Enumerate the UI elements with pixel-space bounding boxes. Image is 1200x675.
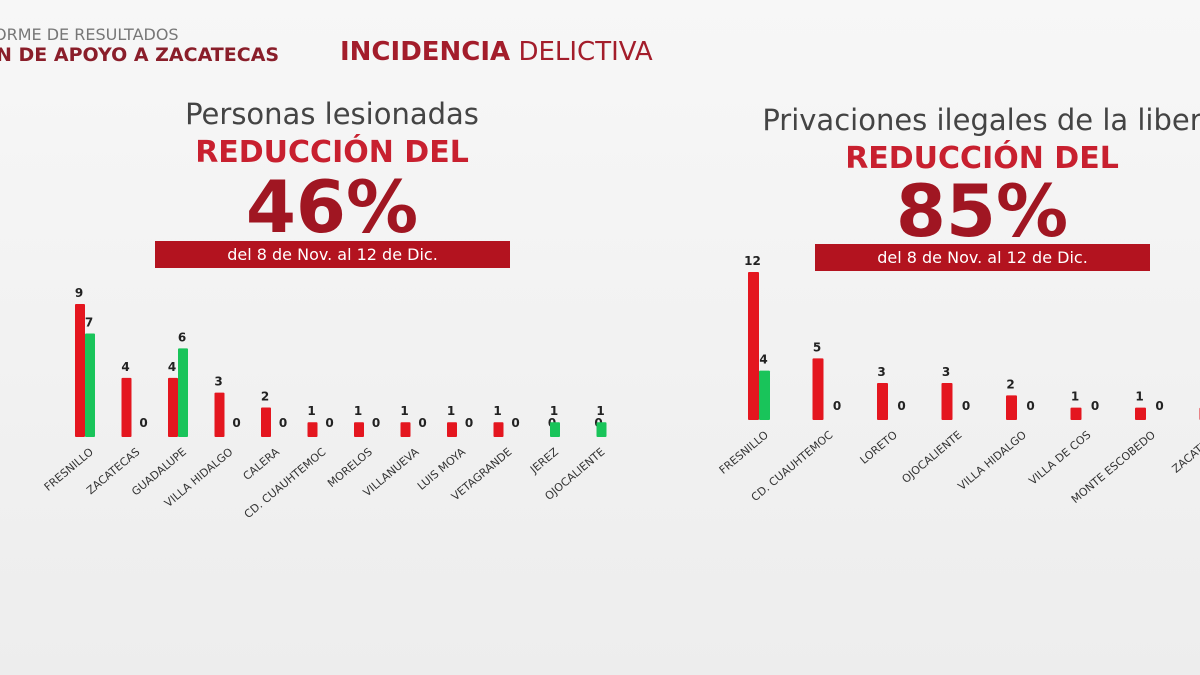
data-label: 4 (121, 360, 129, 374)
data-label: 1 (1135, 390, 1143, 404)
category-label: CD. CUAUHTEMOC (242, 445, 329, 521)
bar (759, 370, 770, 420)
bar (877, 383, 888, 420)
bar (1006, 395, 1017, 420)
category-label: VILLA DE COS (1026, 428, 1093, 487)
bar (493, 422, 504, 437)
bar (400, 422, 411, 437)
bar (447, 422, 457, 437)
data-label: 0 (418, 416, 426, 430)
data-label: 1 (550, 404, 558, 418)
data-label: 7 (85, 316, 93, 330)
bar (85, 333, 95, 437)
bar (168, 377, 178, 437)
data-label: 12 (744, 254, 761, 268)
category-label: LORETO (858, 428, 901, 467)
chart-title: Privaciones ilegales de la liber (762, 103, 1200, 137)
bar (75, 304, 85, 437)
bar (596, 422, 607, 437)
chart-title: Personas lesionadas (185, 97, 479, 131)
bar (812, 358, 824, 420)
category-label: OJOCALIENTE (899, 428, 964, 486)
data-label: 0 (511, 416, 519, 430)
period: del 8 de Nov. al 12 de Dic. (227, 245, 438, 264)
bar (261, 407, 271, 437)
bar (550, 422, 560, 437)
period-banner (815, 244, 1150, 271)
data-label: 1 (307, 404, 315, 418)
data-label: 0 (962, 399, 970, 413)
data-label: 3 (942, 365, 950, 379)
bar (748, 272, 759, 420)
section-title: INCIDENCIA DELICTIVA (340, 37, 653, 67)
bar (354, 422, 364, 437)
data-label: 5 (813, 340, 821, 354)
chart-subtitle: REDUCCIÓN DEL (195, 133, 469, 170)
data-label: 2 (261, 389, 269, 403)
bar (178, 348, 188, 437)
data-label: 3 (214, 375, 222, 389)
data-label: 1 (400, 404, 408, 418)
data-label: 0 (279, 416, 287, 430)
bar (941, 383, 953, 420)
data-label: 1 (493, 404, 501, 418)
data-label: 0 (232, 416, 240, 430)
bar (1070, 407, 1082, 420)
category-label: FRESNILLO (717, 428, 772, 477)
data-label: 3 (877, 365, 885, 379)
period: del 8 de Nov. al 12 de Dic. (877, 248, 1088, 267)
bar (121, 377, 132, 437)
data-label: 4 (168, 360, 176, 374)
data-label: 0 (1091, 399, 1099, 413)
data-label: 0 (1155, 399, 1163, 413)
headline: 85% (896, 169, 1068, 253)
section-light: DELICTIVA (518, 37, 652, 67)
category-label: CALERA (241, 445, 283, 483)
bar (214, 392, 225, 437)
chart-subtitle: REDUCCIÓN DEL (845, 139, 1119, 176)
category-label: JEREZ (527, 445, 561, 477)
data-label: 1 (447, 404, 455, 418)
bar (1135, 407, 1146, 420)
bar (307, 422, 318, 437)
period-banner (155, 241, 510, 268)
category-label: ZACATECA (1170, 428, 1200, 476)
data-label: 0 (897, 399, 905, 413)
data-label: 1 (596, 404, 604, 418)
data-label: 9 (75, 286, 83, 300)
data-label: 0 (465, 416, 473, 430)
data-label: 1 (1071, 390, 1079, 404)
data-label: 0 (372, 416, 380, 430)
header-line2: N DE APOYO A ZACATECAS (0, 44, 279, 66)
data-label: 0 (139, 416, 147, 430)
data-label: 4 (759, 353, 767, 367)
data-label: 0 (833, 399, 841, 413)
data-label: 2 (1006, 377, 1014, 391)
headline: 46% (246, 165, 418, 249)
section-bold: INCIDENCIA (340, 37, 510, 67)
data-label: 1 (354, 404, 362, 418)
data-label: 6 (178, 330, 186, 344)
data-label: 0 (1026, 399, 1034, 413)
category-label: VILLA HIDALGO (956, 428, 1030, 493)
header-line1: ORME DE RESULTADOS (0, 25, 179, 44)
data-label: 0 (325, 416, 333, 430)
